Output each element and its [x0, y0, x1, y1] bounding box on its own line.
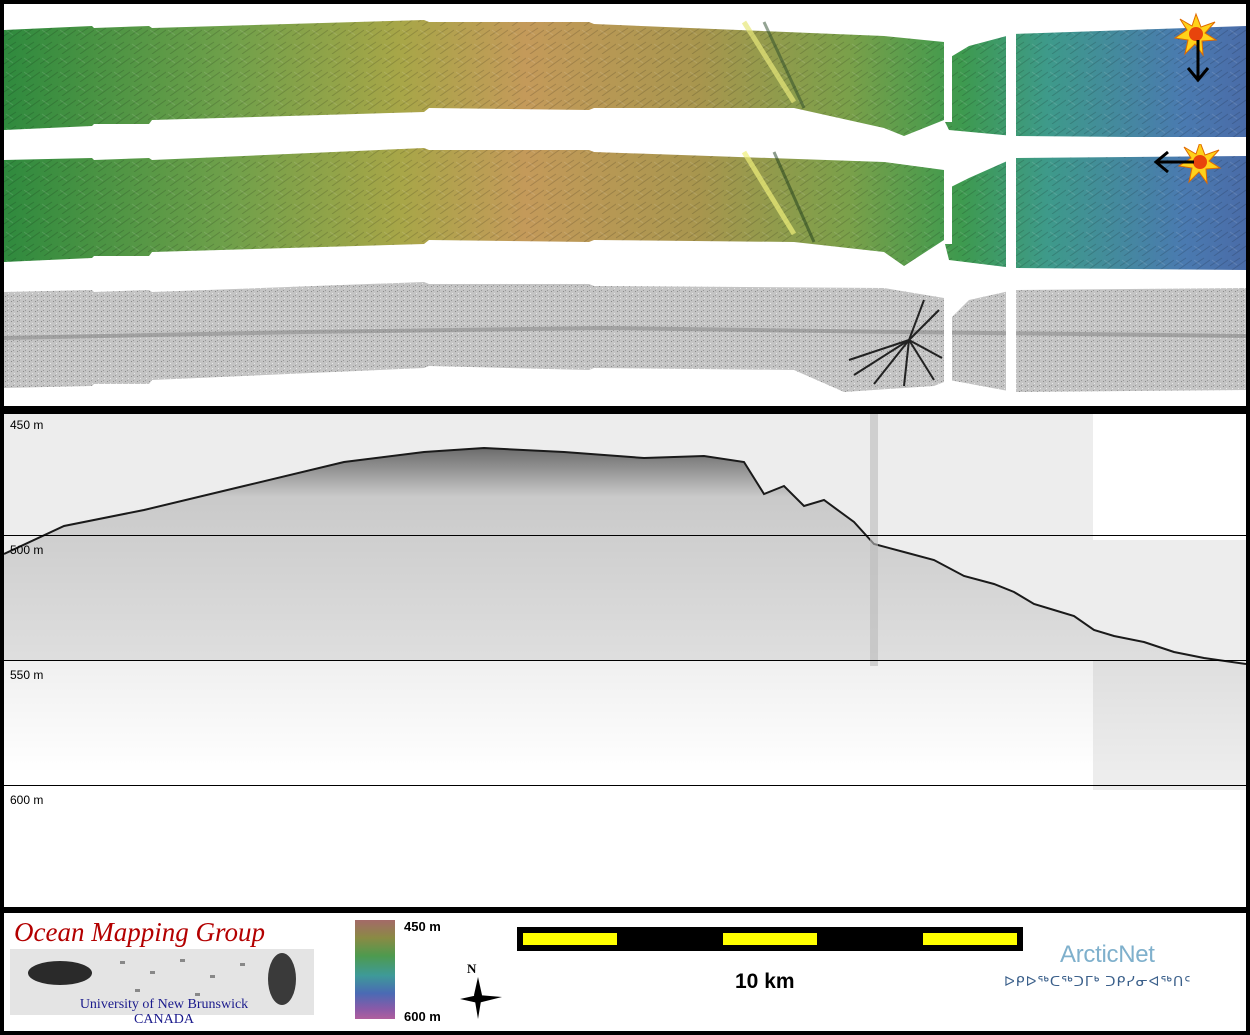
partner-subtitle: ᐅᑭᐅᖅᑕᖅᑐᒥᒃ ᑐᑭᓯᓂᐊᖅᑎᑦ [1004, 973, 1192, 989]
logo-title: Ocean Mapping Group [14, 917, 265, 947]
backscatter-swath [4, 282, 1246, 392]
backscatter-strip [4, 282, 1246, 392]
colorbar-top-label: 450 m [404, 919, 441, 934]
depth-gridline-550 [4, 660, 1246, 661]
map-panel [4, 4, 1246, 406]
depth-label-550: 550 m [10, 668, 44, 682]
seafloor-profile [4, 414, 1246, 774]
depth-profile-panel: 450 m 500 m 550 m 600 m [4, 414, 1246, 907]
relief-strip-east [4, 144, 1246, 270]
logo-university: University of New Brunswick [79, 997, 249, 1012]
relief-strip-north [4, 12, 1246, 137]
logo-country: CANADA [134, 1012, 194, 1027]
depth-gridline-500 [4, 535, 1246, 536]
depth-label-450: 450 m [10, 418, 44, 432]
depth-gridline-600 [4, 785, 1246, 786]
depth-label-600: 600 m [10, 793, 44, 807]
footer-panel: Ocean Mapping Group University of New Br… [4, 913, 1246, 1031]
sun-icon [1173, 12, 1218, 57]
illumination-arrow-icon [1153, 150, 1194, 174]
sonar-imagery-icon [10, 949, 314, 1015]
compass-icon [460, 977, 502, 1019]
scale-bar [517, 927, 1023, 951]
depth-label-500: 500 m [10, 543, 44, 557]
north-arrow: N [458, 961, 504, 1021]
relief-swath [4, 20, 1246, 137]
north-label: N [467, 961, 477, 976]
depth-colorbar [355, 920, 395, 1019]
logo-affiliation: University of New Brunswick CANADA [14, 997, 314, 1027]
scale-segment [723, 933, 817, 945]
scale-segment [923, 933, 1017, 945]
relief-swath [4, 148, 1246, 270]
partner-name: ArcticNet [1060, 941, 1155, 968]
illumination-arrow-icon [1186, 40, 1210, 83]
scale-label: 10 km [735, 970, 795, 993]
sun-icon [1177, 144, 1222, 185]
scale-segment [523, 933, 617, 945]
colorbar-bottom-label: 600 m [404, 1009, 441, 1024]
